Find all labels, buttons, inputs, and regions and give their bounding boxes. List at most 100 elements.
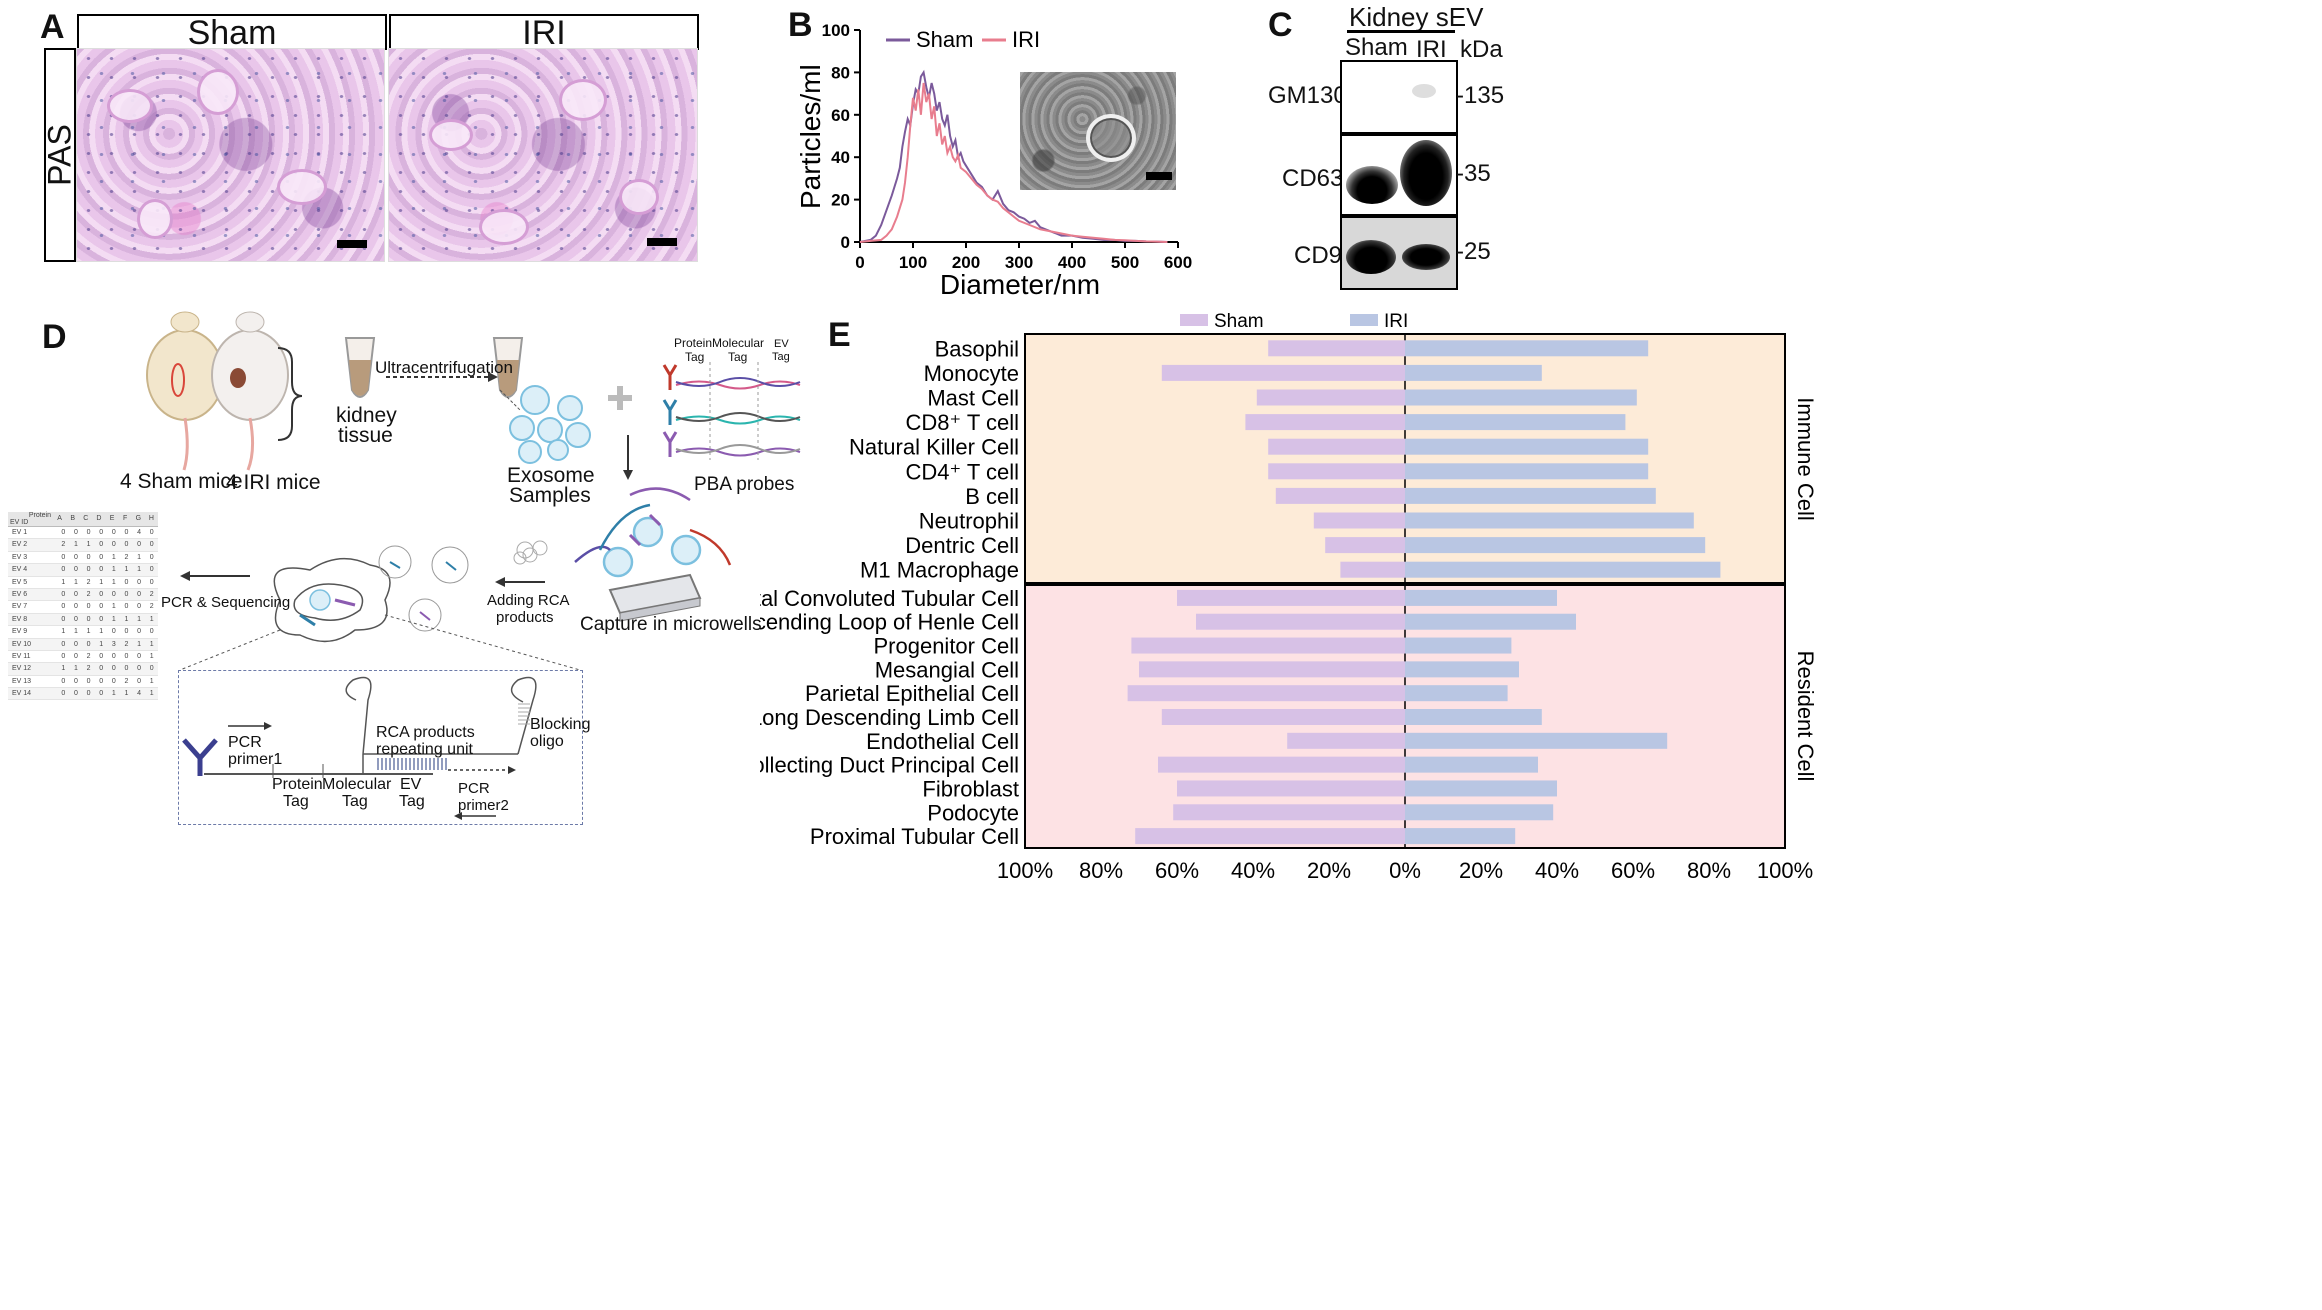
rca-coil-icon [273,557,391,643]
table-row-id: EV 13 [12,677,32,685]
table-cell: 0 [124,590,129,598]
category-label: Basophil [935,336,1019,361]
table-cell: 0 [111,628,116,636]
table-row-id: EV 8 [12,615,28,623]
workflow-diagram [146,311,801,671]
capture-complex-icon [574,487,732,578]
bar-iri [1405,709,1542,725]
scale-bar-sham [337,240,367,248]
stain-label: PAS [41,124,78,186]
panel-label-b: B [788,6,813,44]
x-axis-label-b: Diameter/nm [940,269,1100,300]
x-tick-label-b: 600 [1164,253,1192,272]
table-cell: 1 [61,665,66,673]
x-tick-label-e: 80% [1079,858,1123,883]
pcr-primer2-label-2: primer2 [458,797,509,814]
exosome-label-2: Samples [509,484,591,507]
table-cell: 1 [61,628,66,636]
histology-iri [388,48,698,262]
category-label: M1 Macrophage [860,558,1019,583]
table-cell: 0 [137,652,142,660]
table-cell: 0 [73,615,78,623]
bar-iri [1405,537,1706,554]
table-cell: 0 [86,553,91,561]
table-col-header: C [83,515,89,522]
table-cell: 1 [124,615,129,623]
table-cell: 3 [111,640,116,648]
table-cell: 0 [73,690,78,698]
x-tick-label-b: 500 [1111,253,1139,272]
table-cell: 1 [111,578,116,586]
pcr-primer1-label-2: primer1 [228,751,283,768]
table-cell: 1 [99,628,104,636]
bar-sham [1256,389,1405,406]
table-row: EV 12 1 1 2 0 0 0 0 0 [8,663,158,676]
sham-header-a: Sham [77,14,387,50]
table-cell: 0 [149,566,154,574]
category-label: Dentric Cell [905,533,1019,558]
table-cell: 1 [149,615,154,623]
x-tick-label-b: 0 [855,253,864,272]
category-label: CD4⁺ T cell [905,459,1019,484]
table-row-id: EV 4 [12,566,28,574]
table-row-id: EV 10 [12,640,32,648]
bar-sham [1268,463,1405,480]
table-cell: 0 [137,665,142,673]
ev-tag-label-1: EV [774,338,789,350]
table-cell: 0 [61,690,66,698]
iri-mice-label: 4 IRI mice [226,471,321,494]
table-row-id: EV 7 [12,603,28,611]
table-cell: 2 [149,590,154,598]
bar-iri [1405,414,1626,431]
mice-brace-icon [277,347,303,441]
table-cell: 0 [73,590,78,598]
blocking-oligo-label-1: Blocking [530,716,591,733]
bar-sham [1268,340,1405,357]
category-label: Mast Cell [927,386,1019,411]
table-cell: 0 [61,529,66,536]
table-cell: 1 [111,566,116,574]
table-cell: 0 [99,603,104,611]
rca-label-2: products [496,609,554,626]
pba-probes-label: PBA probes [694,474,795,495]
table-cell: 0 [99,652,104,660]
bar-iri [1405,512,1694,529]
table-cell: 0 [137,603,142,611]
molecular-tag-label-1: Molecular [712,336,765,350]
y-tick-label-b: 20 [831,191,850,210]
panel-label-c: C [1268,6,1293,44]
table-cell: 0 [124,628,129,636]
blot-gm130 [1340,60,1458,134]
bar-iri [1405,780,1557,797]
table-col-header: F [123,515,128,522]
table-cell: 0 [61,652,66,660]
category-label: Endothelial Cell [866,729,1019,754]
panel-label-a: A [40,8,65,46]
bar-sham [1139,661,1405,678]
table-cell: 0 [99,590,104,598]
table-cell: 0 [86,690,91,698]
table-cell: 0 [99,677,104,685]
table-row: EV 11 0 0 2 0 0 0 0 1 [8,650,158,664]
table-cell: 1 [149,690,154,698]
x-tick-label-e: 100% [1757,858,1813,883]
molecular-tag-detail-2: Tag [342,793,368,810]
table-cell: 0 [111,677,116,685]
table-cell: 1 [73,628,78,636]
bar-sham [1245,414,1405,431]
bar-sham [1173,804,1405,821]
table-row-id: EV 9 [12,628,28,636]
panel-label-e: E [828,316,851,354]
table-cell: 1 [111,553,116,561]
table-cell: 0 [61,603,66,611]
x-tick-label-e: 60% [1611,858,1655,883]
ev-tag-detail-2: Tag [399,793,425,810]
rca-detail-box [178,670,583,825]
table-cell: 2 [124,677,129,685]
legend-swatch-e-iri [1350,314,1378,326]
protein-tag-label-1: Protein [674,336,713,350]
blot-cd9 [1340,216,1458,290]
table-cell: 0 [137,578,142,586]
